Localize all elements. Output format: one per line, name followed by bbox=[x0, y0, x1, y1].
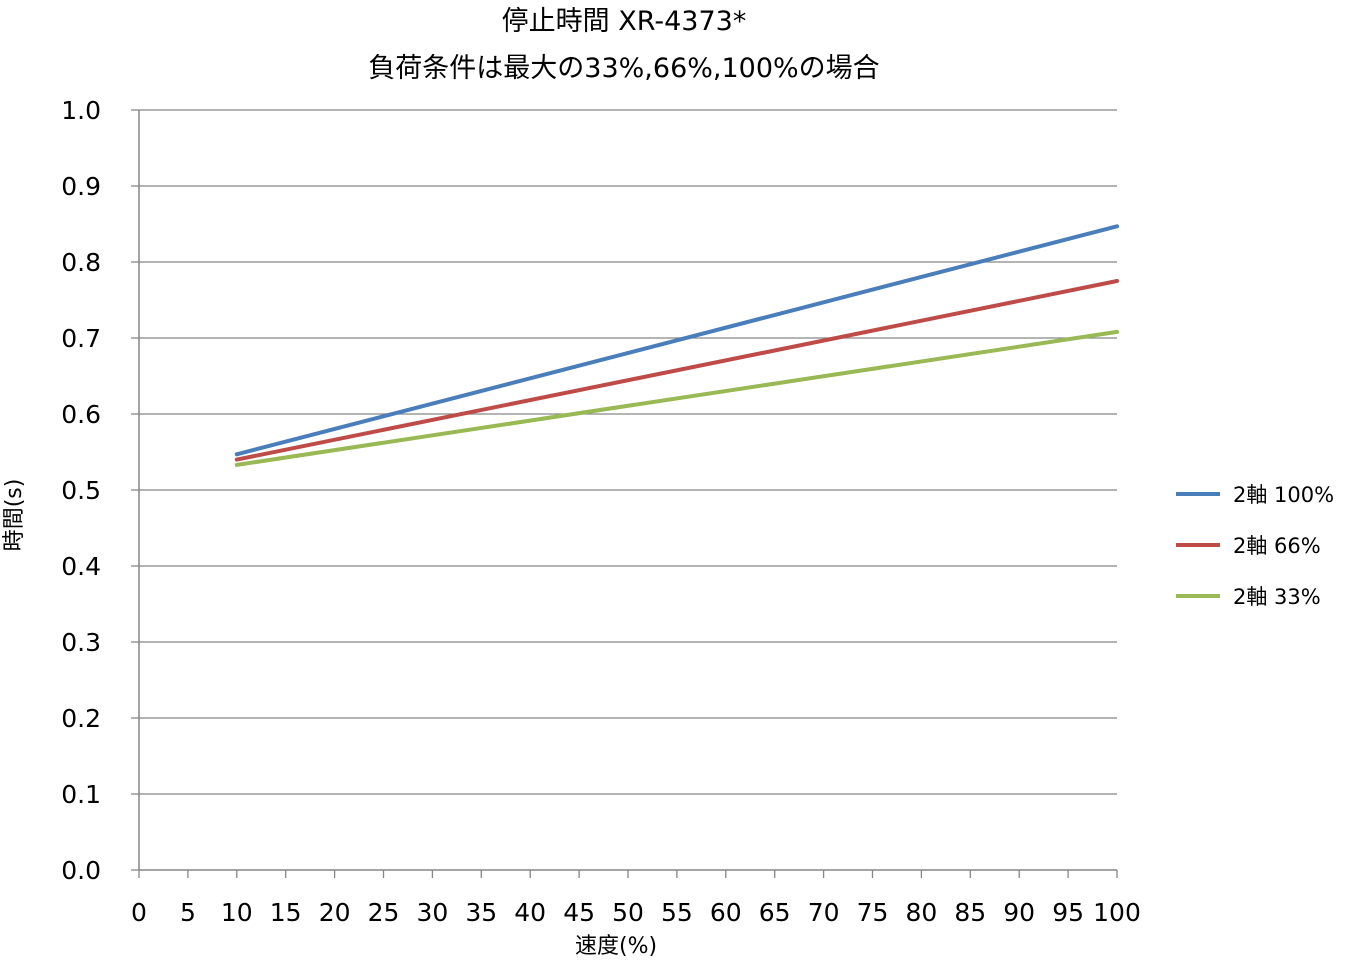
x-tick-label: 50 bbox=[612, 898, 644, 927]
y-tick-label: 0.0 bbox=[61, 856, 101, 885]
x-tick-label: 15 bbox=[270, 898, 302, 927]
plot-series bbox=[234, 224, 1119, 467]
x-tick-label: 70 bbox=[808, 898, 840, 927]
gridlines bbox=[139, 109, 1117, 795]
y-tick-label: 0.8 bbox=[61, 248, 101, 277]
x-tick-label: 35 bbox=[465, 898, 497, 927]
y-tick-labels: 0.0 0.1 0.2 0.3 0.4 0.5 0.6 0.7 0.8 0.9 1.0 bbox=[61, 96, 101, 885]
x-tick-label: 100 bbox=[1093, 898, 1141, 927]
x-tick-label: 95 bbox=[1052, 898, 1084, 927]
y-tick-label: 0.9 bbox=[61, 172, 101, 201]
x-tick-label: 85 bbox=[954, 898, 986, 927]
x-axis-title: 速度(%) bbox=[575, 934, 657, 959]
x-tick-label: 75 bbox=[857, 898, 889, 927]
y-axis-title: 時間(s) bbox=[2, 479, 27, 552]
y-tick-label: 0.5 bbox=[61, 476, 101, 505]
x-tick-label: 30 bbox=[416, 898, 448, 927]
axes bbox=[131, 109, 1118, 878]
x-tick-label: 55 bbox=[661, 898, 693, 927]
series-line bbox=[234, 224, 1119, 457]
legend-label: 2軸 66% bbox=[1233, 534, 1321, 558]
y-tick-label: 0.2 bbox=[61, 704, 101, 733]
x-tick-label: 5 bbox=[180, 898, 196, 927]
x-tick-label: 0 bbox=[131, 898, 147, 927]
y-tick-label: 0.6 bbox=[61, 400, 101, 429]
x-tick-label: 10 bbox=[221, 898, 253, 927]
y-tick-label: 0.1 bbox=[61, 780, 101, 809]
y-tick-label: 0.7 bbox=[61, 324, 101, 353]
x-tick-label: 65 bbox=[759, 898, 791, 927]
legend-label: 2軸 33% bbox=[1233, 585, 1321, 609]
chart-title-line-1: 停止時間 XR-4373* bbox=[502, 6, 747, 37]
chart-title: 停止時間 XR-4373* 負荷条件は最大の33%,66%,100%の場合 bbox=[368, 6, 879, 84]
series-line bbox=[234, 279, 1119, 462]
legend-label: 2軸 100% bbox=[1233, 483, 1334, 507]
x-tick-label: 60 bbox=[710, 898, 742, 927]
x-tick-label: 45 bbox=[563, 898, 595, 927]
x-tick-label: 80 bbox=[905, 898, 937, 927]
series-line bbox=[234, 329, 1119, 467]
y-tick-label: 0.3 bbox=[61, 628, 101, 657]
x-tick-labels: 0 5 10 15 20 25 30 35 40 45 50 55 60 65 70 75 80 85 90 95 10… bbox=[131, 898, 1141, 927]
y-tick-label: 1.0 bbox=[61, 96, 101, 125]
y-tick-label: 0.4 bbox=[61, 552, 101, 581]
x-tick-label: 40 bbox=[514, 898, 546, 927]
x-tick-label: 25 bbox=[368, 898, 400, 927]
x-tick-label: 20 bbox=[319, 898, 351, 927]
legend: 2軸 100% 2軸 66% 2軸 33% bbox=[1176, 483, 1334, 609]
chart-title-line-2: 負荷条件は最大の33%,66%,100%の場合 bbox=[368, 53, 879, 84]
x-tick-label: 90 bbox=[1003, 898, 1035, 927]
